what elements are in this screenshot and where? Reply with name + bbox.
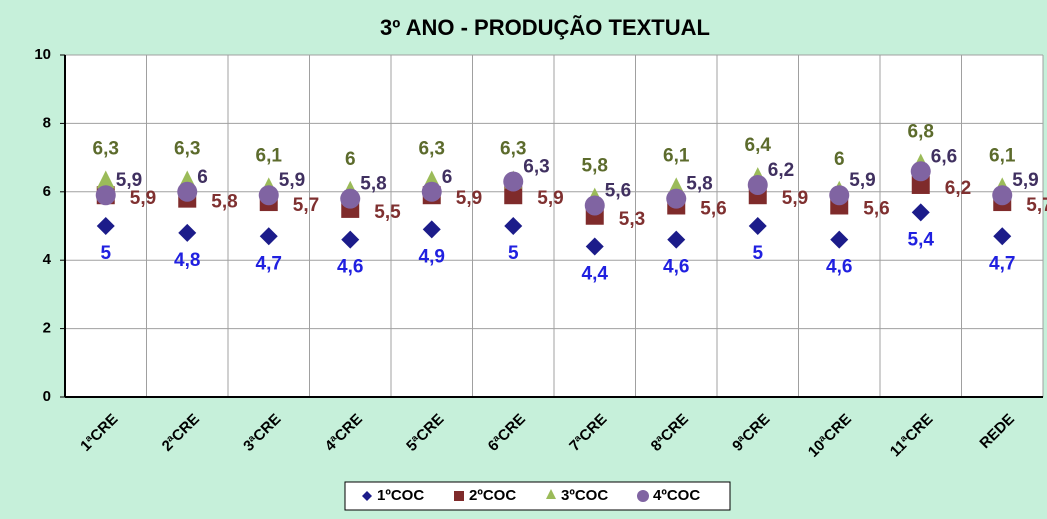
data-label: 5,7 [1026, 195, 1047, 216]
marker-diamond [748, 217, 767, 235]
data-label: 6,8 [908, 121, 934, 142]
data-label: 5 [752, 243, 763, 264]
marker-circle [584, 195, 605, 216]
marker-circle [910, 161, 931, 182]
marker-square [911, 175, 930, 194]
data-label: 6,3 [419, 139, 445, 160]
marker-diamond [993, 227, 1012, 246]
data-label: 6,3 [93, 139, 119, 160]
y-tick-label: 10 [34, 46, 51, 63]
data-label: 5,8 [211, 192, 237, 213]
data-label: 5,8 [686, 174, 712, 195]
data-label: 5,6 [700, 198, 726, 219]
data-label: 5,9 [279, 170, 305, 191]
data-label: 5,3 [619, 209, 645, 230]
marker-circle [503, 171, 524, 192]
y-tick-label: 2 [43, 320, 51, 337]
data-label: 5,7 [293, 195, 319, 216]
data-label: 6 [197, 167, 208, 188]
marker-diamond [178, 223, 197, 242]
legend-label: 4ºCOC [653, 487, 700, 504]
data-label: 5,6 [863, 198, 889, 219]
marker-triangle [546, 489, 556, 499]
data-label: 4,6 [337, 257, 363, 278]
y-tick-label: 6 [43, 183, 51, 200]
data-label: 6 [834, 149, 845, 170]
marker-circle [340, 188, 361, 209]
marker-circle [747, 174, 768, 195]
data-label: 6,1 [663, 145, 690, 166]
marker-circle [421, 181, 442, 202]
marker-diamond [504, 217, 523, 235]
legend-label: 3ºCOC [561, 487, 608, 504]
data-label: 5,5 [374, 202, 401, 223]
marker-diamond [96, 217, 115, 235]
data-label: 5,9 [849, 170, 875, 191]
marker-diamond [830, 230, 849, 249]
y-tick-label: 4 [43, 251, 52, 268]
data-label: 4,6 [663, 257, 689, 278]
data-label: 4,4 [582, 264, 609, 285]
data-label: 5,9 [1012, 170, 1038, 191]
data-label: 5,9 [130, 188, 156, 209]
data-label: 5,8 [582, 156, 608, 177]
marker-diamond [341, 230, 360, 249]
marker-diamond [667, 230, 686, 249]
data-label: 5,8 [360, 174, 386, 195]
data-label: 4,8 [174, 250, 200, 271]
chart-title: 3º ANO - PRODUÇÃO TEXTUAL [380, 15, 710, 40]
legend-label: 2ºCOC [469, 487, 516, 504]
data-label: 5,4 [908, 229, 935, 250]
marker-circle [992, 185, 1013, 206]
marker-diamond [585, 237, 604, 256]
marker-circle [637, 490, 649, 502]
data-label: 4,9 [419, 246, 445, 267]
marker-diamond [422, 220, 441, 239]
data-label: 6,3 [500, 139, 526, 160]
data-label: 6,1 [256, 145, 283, 166]
data-label: 6,2 [945, 178, 971, 199]
marker-diamond [911, 203, 930, 222]
data-label: 4,7 [256, 253, 282, 274]
legend-box [344, 481, 731, 511]
data-label: 6,1 [989, 145, 1016, 166]
data-label: 6,6 [931, 146, 957, 167]
marker-triangle [96, 170, 115, 189]
data-label: 4,7 [989, 253, 1015, 274]
data-label: 5,9 [782, 188, 808, 209]
data-label: 6 [442, 167, 453, 188]
data-label: 6 [345, 149, 356, 170]
marker-square [454, 491, 464, 501]
data-label: 6,4 [745, 135, 772, 156]
y-tick-label: 8 [43, 114, 51, 131]
marker-circle [258, 185, 279, 206]
marker-circle [95, 185, 116, 206]
data-label: 5 [100, 243, 111, 264]
y-tick-label: 0 [43, 388, 51, 405]
marker-diamond [259, 227, 278, 246]
data-label: 4,6 [826, 257, 852, 278]
data-label: 5,9 [537, 188, 563, 209]
marker-circle [829, 185, 850, 206]
data-label: 5,6 [605, 180, 631, 201]
legend-label: 1ºCOC [377, 487, 424, 504]
marker-circle [666, 188, 687, 209]
data-label: 6,3 [174, 139, 200, 160]
data-label: 5,9 [456, 188, 482, 209]
data-label: 5,9 [116, 170, 142, 191]
marker-square [504, 186, 523, 205]
marker-diamond [362, 491, 372, 501]
marker-circle [177, 181, 198, 202]
data-label: 6,2 [768, 160, 794, 181]
data-label: 6,3 [523, 157, 549, 178]
data-label: 5 [508, 243, 519, 264]
